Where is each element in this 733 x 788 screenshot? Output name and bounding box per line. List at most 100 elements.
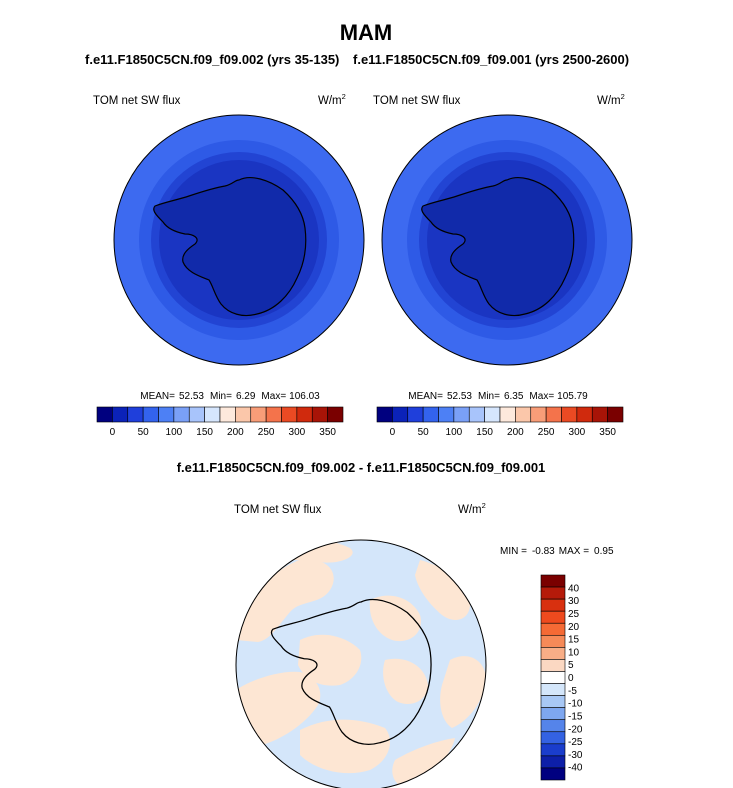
diff-colorbar-box <box>540 598 566 612</box>
right-colorbar-tick-label: 300 <box>569 427 586 438</box>
diff-colorbar-box <box>540 586 566 600</box>
right-colorbar-box <box>530 406 547 423</box>
right-colorbar-box <box>499 406 516 423</box>
right-max-label: Max= <box>529 391 554 402</box>
diff-colorbar-tick-label: -10 <box>568 699 583 710</box>
left-panel-label: TOM net SW flux <box>93 95 181 107</box>
right-units-base: W/m <box>597 95 621 107</box>
diff-max-label: MAX = <box>559 546 589 557</box>
diff-map-border <box>235 539 487 788</box>
left-max: 106.03 <box>289 391 320 402</box>
right-colorbar-box <box>392 406 409 423</box>
left-colorbar-box <box>235 406 252 423</box>
left-colorbar-tick-label: 100 <box>166 427 183 438</box>
diff-colorbar-box <box>540 622 566 636</box>
left-min: 6.29 <box>236 391 256 402</box>
right-colorbar-box <box>545 406 562 423</box>
diff-colorbar-box <box>540 695 566 708</box>
left-colorbar-box <box>204 406 221 423</box>
panel-left: TOM net SW flux W/m2 MEAN= 52.53 Min= 6.29 M… <box>93 92 365 438</box>
diff-minmax: MIN = -0.83 MAX = 0.95 <box>500 546 614 557</box>
left-colorbar-box <box>250 406 267 423</box>
diff-colorbar-box <box>540 719 566 733</box>
right-stats: MEAN= 52.53 Min= 6.35 Max= 105.79 <box>408 391 588 402</box>
diff-colorbar-box <box>540 647 566 660</box>
right-colorbar-box <box>484 406 501 423</box>
left-colorbar-box <box>158 406 175 423</box>
diff-colorbar-tick-label: 20 <box>568 622 580 633</box>
right-map <box>382 115 632 365</box>
diff-colorbar-box <box>540 707 566 721</box>
figure-title: MAM <box>340 20 393 45</box>
diff-colorbar-tick-label: 10 <box>568 647 580 658</box>
left-colorbar-box <box>265 406 282 423</box>
left-colorbar-tick-label: 300 <box>289 427 306 438</box>
diff-patch-8 <box>298 634 362 686</box>
right-map-border <box>381 114 633 366</box>
left-colorbar-box <box>296 406 313 423</box>
right-colorbar-box <box>438 406 455 423</box>
diff-colorbar-box <box>540 743 566 757</box>
diff-colorbar-box <box>540 731 566 745</box>
right-colorbar-box <box>515 406 532 423</box>
left-mean: 52.53 <box>179 391 204 402</box>
right-colorbar: 0 50 100 150 200 250 300 350 <box>376 406 624 438</box>
diff-map <box>236 540 486 788</box>
diff-panel-units: W/m2 <box>458 501 486 516</box>
right-colorbar-box <box>422 406 439 423</box>
right-colorbar-box <box>407 406 424 423</box>
diff-colorbar-tick-label: 40 <box>568 583 580 594</box>
panel-right: TOM net SW flux W/m2 MEAN= 52.53 Min= 6.35 M… <box>373 92 633 438</box>
left-colorbar: 0 50 100 150 200 250 300 350 <box>96 406 344 438</box>
left-colorbar-box <box>327 406 344 423</box>
left-colorbar-box <box>311 406 328 423</box>
right-min: 6.35 <box>504 391 524 402</box>
left-subtitle: f.e11.F1850C5CN.f09_f09.002 (yrs 35-135) <box>85 52 339 67</box>
right-colorbar-tick-label: 50 <box>418 427 430 438</box>
left-colorbar-tick-label: 350 <box>319 427 336 438</box>
left-map-border <box>113 114 365 366</box>
left-colorbar-tick-label: 50 <box>138 427 150 438</box>
left-map <box>114 115 364 365</box>
diff-colorbar-tick-label: -15 <box>568 711 583 722</box>
diff-colorbar-box <box>540 755 566 769</box>
diff-patch-5 <box>415 560 471 620</box>
left-colorbar-box <box>281 406 298 423</box>
right-colorbar-tick-label: 150 <box>476 427 493 438</box>
diff-patch-9 <box>369 595 421 642</box>
diff-patch-4 <box>300 719 390 774</box>
diff-patch-3 <box>236 671 321 745</box>
left-colorbar-box <box>127 406 144 423</box>
panel-difference: f.e11.F1850C5CN.f09_f09.002 - f.e11.F185… <box>177 460 614 788</box>
diff-colorbar-tick-label: -20 <box>568 724 583 735</box>
left-colorbar-box <box>219 406 236 423</box>
right-colorbar-box <box>376 406 393 423</box>
diff-patch-10 <box>383 658 428 705</box>
diff-colorbar-tick-label: 15 <box>568 635 580 646</box>
left-max-label: Max= <box>261 391 286 402</box>
diff-colorbar-tick-label: -5 <box>568 686 577 697</box>
left-colorbar-tick-label: 150 <box>196 427 213 438</box>
left-colorbar-tick-label: 0 <box>110 427 116 438</box>
diff-colorbar-tick-label: 0 <box>568 673 574 684</box>
right-colorbar-tick-label: 250 <box>538 427 555 438</box>
diff-colorbar-tick-label: -40 <box>568 763 583 774</box>
diff-colorbar-box <box>540 610 566 624</box>
diff-colorbar-tick-label: -25 <box>568 737 583 748</box>
right-colorbar-box <box>607 406 624 423</box>
left-panel-units: W/m2 <box>318 92 346 107</box>
right-units-sup: 2 <box>621 92 625 101</box>
right-colorbar-box <box>561 406 578 423</box>
diff-colorbar-box <box>540 683 566 696</box>
right-subtitle: f.e11.F1850C5CN.f09_f09.001 (yrs 2500-26… <box>353 52 629 67</box>
right-panel-label: TOM net SW flux <box>373 95 461 107</box>
left-colorbar-box <box>173 406 190 423</box>
diff-min: -0.83 <box>532 546 555 557</box>
left-colorbar-box <box>96 406 113 423</box>
diff-units-base: W/m <box>458 504 482 516</box>
diff-colorbar-tick-label: 5 <box>568 660 574 671</box>
diff-title: f.e11.F1850C5CN.f09_f09.002 - f.e11.F185… <box>177 460 546 475</box>
left-mean-label: MEAN= <box>140 391 175 402</box>
right-colorbar-box <box>591 406 608 423</box>
